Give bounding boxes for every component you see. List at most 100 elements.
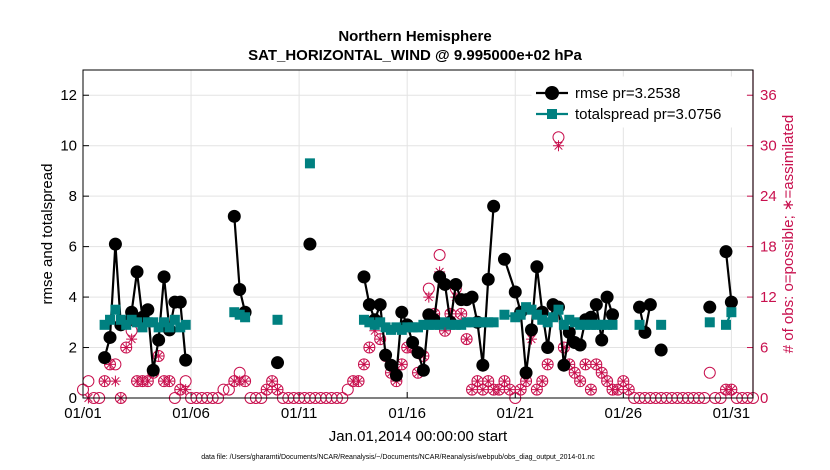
- obs-assimilated-marker: [126, 333, 138, 345]
- y-tick-label: 2: [69, 340, 77, 357]
- plot-area-frame: [82, 69, 754, 399]
- y-axis-right-label: # of obs: o=possible; ∗=assimilated: [780, 115, 797, 354]
- totalspread-point: [434, 319, 445, 330]
- totalspread-point: [450, 319, 461, 330]
- totalspread-point: [364, 317, 375, 328]
- obs-assimilated-marker: [439, 325, 451, 337]
- obs-possible-marker: [217, 383, 230, 396]
- rmse-point: [411, 346, 425, 360]
- rmse-line-segment: [724, 251, 733, 303]
- obs-assimilated-marker: [423, 291, 435, 303]
- totalspread-point: [110, 304, 121, 315]
- obs-assimilated-marker: [580, 358, 591, 370]
- legend-totalspread-marker: [547, 109, 557, 119]
- y-tick-label: 12: [60, 87, 77, 104]
- obs-possible-marker: [433, 249, 446, 262]
- totalspread-point: [418, 319, 429, 330]
- rmse-point: [589, 298, 603, 312]
- totalspread-point: [169, 314, 180, 325]
- y-tick-label: 8: [69, 188, 77, 205]
- legend: rmse pr=3.2538 totalspread pr=3.0756: [531, 76, 747, 128]
- obs-assimilated-marker: [358, 358, 370, 370]
- totalspread-point: [180, 319, 191, 330]
- rmse-point: [643, 298, 657, 312]
- obs-assimilated-marker: [520, 375, 532, 387]
- totalspread-point: [580, 319, 591, 330]
- totalspread-point: [531, 309, 542, 320]
- totalspread-point: [564, 314, 575, 325]
- obs-assimilated-marker: [617, 375, 629, 387]
- rmse-point: [379, 348, 393, 362]
- rmse-point: [508, 285, 522, 299]
- y-right-tick-label: 24: [760, 188, 777, 205]
- y-right-tick-label: 36: [760, 87, 777, 104]
- obs-assimilated-marker: [369, 325, 381, 337]
- totalspread-point: [553, 304, 564, 315]
- obs-assimilated-marker: [163, 375, 175, 387]
- obs-assimilated-marker: [104, 358, 116, 370]
- obs-assimilated-marker: [471, 375, 483, 387]
- rmse-point: [465, 290, 479, 304]
- rmse-point: [438, 277, 452, 291]
- legend-rmse-marker: [545, 86, 559, 100]
- obs-possible-marker: [82, 375, 95, 388]
- totalspread-point: [132, 317, 143, 328]
- rmse-point: [103, 330, 117, 344]
- obs-assimilated-marker: [558, 342, 570, 354]
- totalspread-point: [240, 312, 251, 323]
- y-right-tick-label: 6: [760, 340, 768, 357]
- rmse-point: [173, 295, 187, 309]
- totalspread-point: [396, 324, 407, 335]
- y-axis-label: rmse and totalspread: [39, 164, 56, 305]
- obs-assimilated-marker: [493, 384, 505, 396]
- totalspread-point: [229, 307, 240, 318]
- rmse-point: [600, 290, 614, 304]
- y-right-tick-label: 12: [760, 289, 777, 306]
- totalspread-point: [585, 319, 596, 330]
- legend-rmse-label: rmse pr=3.2538: [575, 85, 680, 102]
- obs-assimilated-marker: [180, 384, 192, 396]
- y-tick-label: 4: [69, 289, 77, 306]
- x-tick-label: 01/11: [281, 405, 317, 422]
- rmse-point: [519, 366, 533, 380]
- totalspread-point: [569, 317, 580, 328]
- obs-possible-marker: [703, 366, 716, 379]
- totalspread-point: [126, 314, 137, 325]
- obs-assimilated-marker: [142, 375, 154, 387]
- axis-ticks: 01/01 01/06 01/11 01/16 01/21 01/26 01/3102468…: [60, 70, 777, 422]
- totalspread-point: [467, 317, 478, 328]
- totalspread-point: [142, 317, 153, 328]
- data-file-footnote: data file: /Users/gharamti/Documents/NCA…: [201, 454, 595, 461]
- totalspread-point: [634, 319, 645, 330]
- obs-assimilated-marker: [504, 384, 516, 396]
- totalspread-point: [153, 322, 164, 333]
- obs-assimilated-marker: [542, 358, 554, 370]
- obs-assimilated-marker: [569, 367, 581, 379]
- obs-assimilated-marker: [482, 375, 494, 387]
- rmse-point: [384, 358, 398, 372]
- obs-assimilated-marker: [574, 375, 586, 387]
- rmse-point: [557, 358, 571, 372]
- totalspread-point: [515, 309, 526, 320]
- rmse-point: [524, 323, 538, 337]
- totalspread-point: [472, 317, 483, 328]
- obs-assimilated-marker: [363, 342, 375, 354]
- rmse-point: [487, 199, 501, 213]
- obs-assimilated-marker: [612, 384, 624, 396]
- rmse-point: [108, 237, 122, 251]
- totalspread-point: [375, 317, 386, 328]
- rmse-point: [476, 358, 490, 372]
- rmse-point: [573, 338, 587, 352]
- obs-assimilated-marker: [525, 333, 537, 345]
- obs-assimilated-marker: [461, 333, 473, 345]
- obs-assimilated-marker: [99, 375, 111, 387]
- rmse-point: [146, 363, 160, 377]
- obs-assimilated-marker: [623, 384, 635, 396]
- rmse-point: [481, 272, 495, 286]
- totalspread-point: [440, 317, 451, 328]
- obs-assimilated-marker: [374, 333, 386, 345]
- rmse-line-segment: [233, 216, 247, 313]
- rmse-point: [406, 335, 420, 349]
- totalspread-point: [548, 312, 559, 323]
- rmse-point: [227, 209, 241, 223]
